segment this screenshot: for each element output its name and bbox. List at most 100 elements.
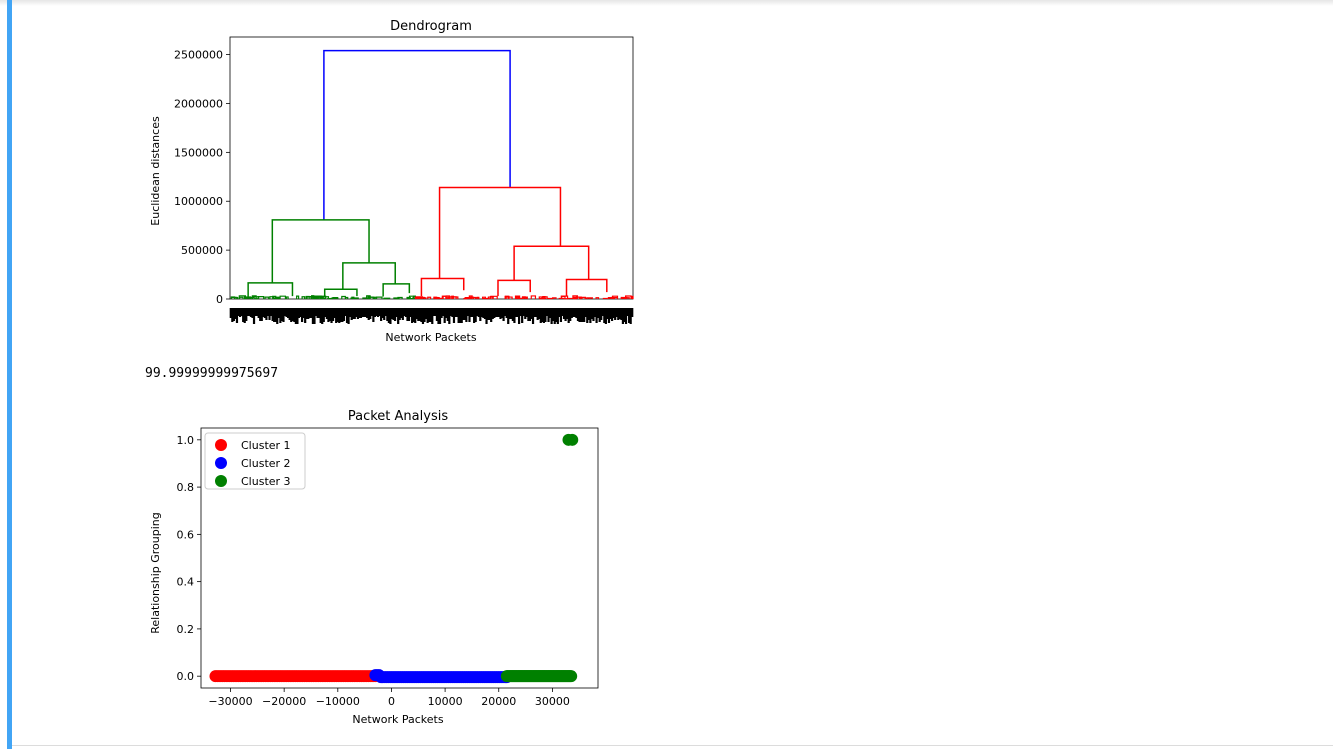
dendrogram-leaf-link	[272, 295, 277, 299]
dendrogram-x-ticklabel	[389, 308, 392, 324]
dendrogram-x-ticklabel	[260, 308, 263, 321]
dendrogram-x-ticklabel	[552, 308, 555, 321]
dendrogram-y-label: Euclidean distances	[149, 116, 162, 226]
dendrogram-leaf-link	[434, 297, 440, 299]
scatter-x-tick-label: −20000	[262, 695, 306, 708]
dendrogram-leaf-link	[375, 296, 383, 299]
scatter-axes: −30000 −20000 −10000 0 10000 20000 30000 0.0 0.2…	[177, 434, 570, 708]
dendrogram-link	[247, 282, 294, 298]
dendrogram-leaf-link	[362, 297, 369, 299]
dendrogram-leaf-link	[538, 296, 543, 299]
dendrogram-x-ticklabel	[488, 308, 491, 320]
scatter-series	[369, 669, 513, 684]
dendrogram-x-ticklabel	[273, 308, 276, 322]
dendrogram-x-ticklabel	[308, 308, 311, 318]
dendrogram-x-ticklabel	[376, 308, 380, 317]
dendrogram-x-ticklabel	[372, 308, 375, 322]
dendrogram-x-ticklabel	[347, 308, 350, 324]
dendrogram-x-ticklabel	[344, 308, 347, 316]
dendrogram-x-ticklabel	[578, 308, 581, 322]
dendrogram-x-ticklabel	[339, 308, 342, 322]
dendrogram-x-ticklabel	[525, 308, 528, 317]
dendrogram-leaf-link	[311, 295, 315, 299]
dendrogram-x-ticklabel	[318, 308, 321, 318]
scatter-legend-box	[204, 432, 306, 490]
dendrogram-x-ticklabel	[545, 308, 549, 316]
dendrogram-leaf-link	[468, 295, 473, 299]
dendrogram-x-ticklabel	[471, 308, 474, 317]
dendrogram-x-ticklabel	[584, 308, 587, 317]
dendrogram-x-ticklabel	[231, 308, 234, 322]
dendrogram-x-ticklabel	[615, 308, 618, 317]
dendrogram-link	[420, 277, 465, 297]
dendrogram-x-label: Network Packets	[385, 331, 476, 344]
dendrogram-leaf-link	[595, 297, 600, 299]
dendrogram-leaf-link	[476, 296, 480, 299]
dendrogram-x-ticklabel	[550, 308, 553, 324]
dendrogram-x-ticklabel	[420, 308, 423, 322]
dendrogram-x-ticklabel	[490, 308, 493, 322]
dendrogram-x-ticklabel	[409, 308, 412, 317]
dendrogram-x-ticklabel	[384, 308, 387, 316]
scatter-legend-marker	[215, 475, 227, 487]
dendrogram-x-ticklabel	[387, 308, 390, 323]
dendrogram-x-ticklabel	[570, 308, 573, 318]
dendrogram-x-ticklabel	[559, 308, 563, 322]
dendrogram-x-ticklabel	[477, 308, 480, 317]
dendrogram-leaf-link	[567, 297, 574, 300]
cell-selection-bar[interactable]	[7, 0, 12, 749]
dendrogram-x-ticklabel	[418, 308, 421, 321]
dendrogram-x-ticklabel	[539, 308, 542, 323]
dendrogram-x-ticklabel	[380, 308, 383, 321]
dendrogram-leaf-link	[383, 297, 391, 299]
dendrogram-x-ticklabel	[297, 308, 301, 318]
dendrogram-x-ticklabel	[290, 308, 293, 322]
dendrogram-x-ticklabel	[400, 308, 403, 318]
dendrogram-x-ticklabel	[383, 308, 386, 320]
dendrogram-x-ticklabel	[626, 308, 629, 316]
dendrogram-leaf-link	[551, 297, 557, 299]
dendrogram-leaf-link	[321, 296, 330, 299]
dendrogram-x-ticklabel	[404, 308, 408, 317]
dendrogram-leaf-link	[504, 295, 510, 299]
dendrogram-x-ticklabel	[466, 308, 470, 316]
dendrogram-x-ticklabel	[345, 308, 349, 323]
dendrogram-leaf-link	[451, 296, 459, 299]
dendrogram-x-ticklabel	[248, 308, 251, 316]
dendrogram-x-ticklabel	[229, 308, 232, 318]
dendrogram-x-ticklabel	[375, 308, 378, 316]
dendrogram-x-ticklabel	[460, 308, 463, 323]
dendrogram-x-ticklabel	[310, 308, 313, 318]
dendrogram-y-tick-label: 500000	[181, 244, 223, 257]
dendrogram-x-ticklabel	[486, 308, 490, 320]
dendrogram-x-ticklabel	[268, 308, 271, 320]
dendrogram-leaf-link	[611, 295, 619, 299]
dendrogram-y-tick-label: 0	[216, 293, 223, 306]
dendrogram-x-ticklabel	[609, 308, 612, 319]
dendrogram-x-ticklabel	[491, 308, 494, 319]
dendrogram-x-ticklabel	[445, 308, 448, 318]
dendrogram-link	[323, 288, 358, 298]
dendrogram-x-ticklabel	[305, 308, 308, 319]
dendrogram-x-ticklabel	[457, 308, 460, 323]
dendrogram-leaf-link	[543, 296, 548, 299]
dendrogram-x-ticklabel	[494, 308, 497, 317]
dendrogram-leaf-link	[584, 297, 591, 299]
dendrogram-leaf-link	[439, 297, 444, 300]
dendrogram-x-ticklabel	[581, 308, 584, 322]
scatter-point	[566, 433, 579, 446]
scatter-x-tick-label: 20000	[481, 695, 516, 708]
dendrogram-x-ticklabel	[510, 308, 513, 319]
dendrogram-x-ticklabel	[435, 308, 439, 321]
dendrogram-x-ticklabel	[558, 308, 561, 317]
dendrogram-x-ticklabel	[617, 308, 620, 320]
output-value: 99.99999999975697	[145, 366, 279, 381]
dendrogram-x-ticklabel	[411, 308, 414, 323]
dendrogram-x-ticklabel	[285, 308, 288, 317]
dendrogram-x-ticklabel	[356, 308, 359, 319]
dendrogram-x-ticklabel	[511, 308, 514, 321]
dendrogram-x-ticklabel	[252, 308, 256, 324]
dendrogram-leaf-link	[530, 295, 537, 299]
dendrogram-x-ticklabel	[446, 308, 449, 321]
dendrogram-leaf-link	[296, 295, 300, 299]
